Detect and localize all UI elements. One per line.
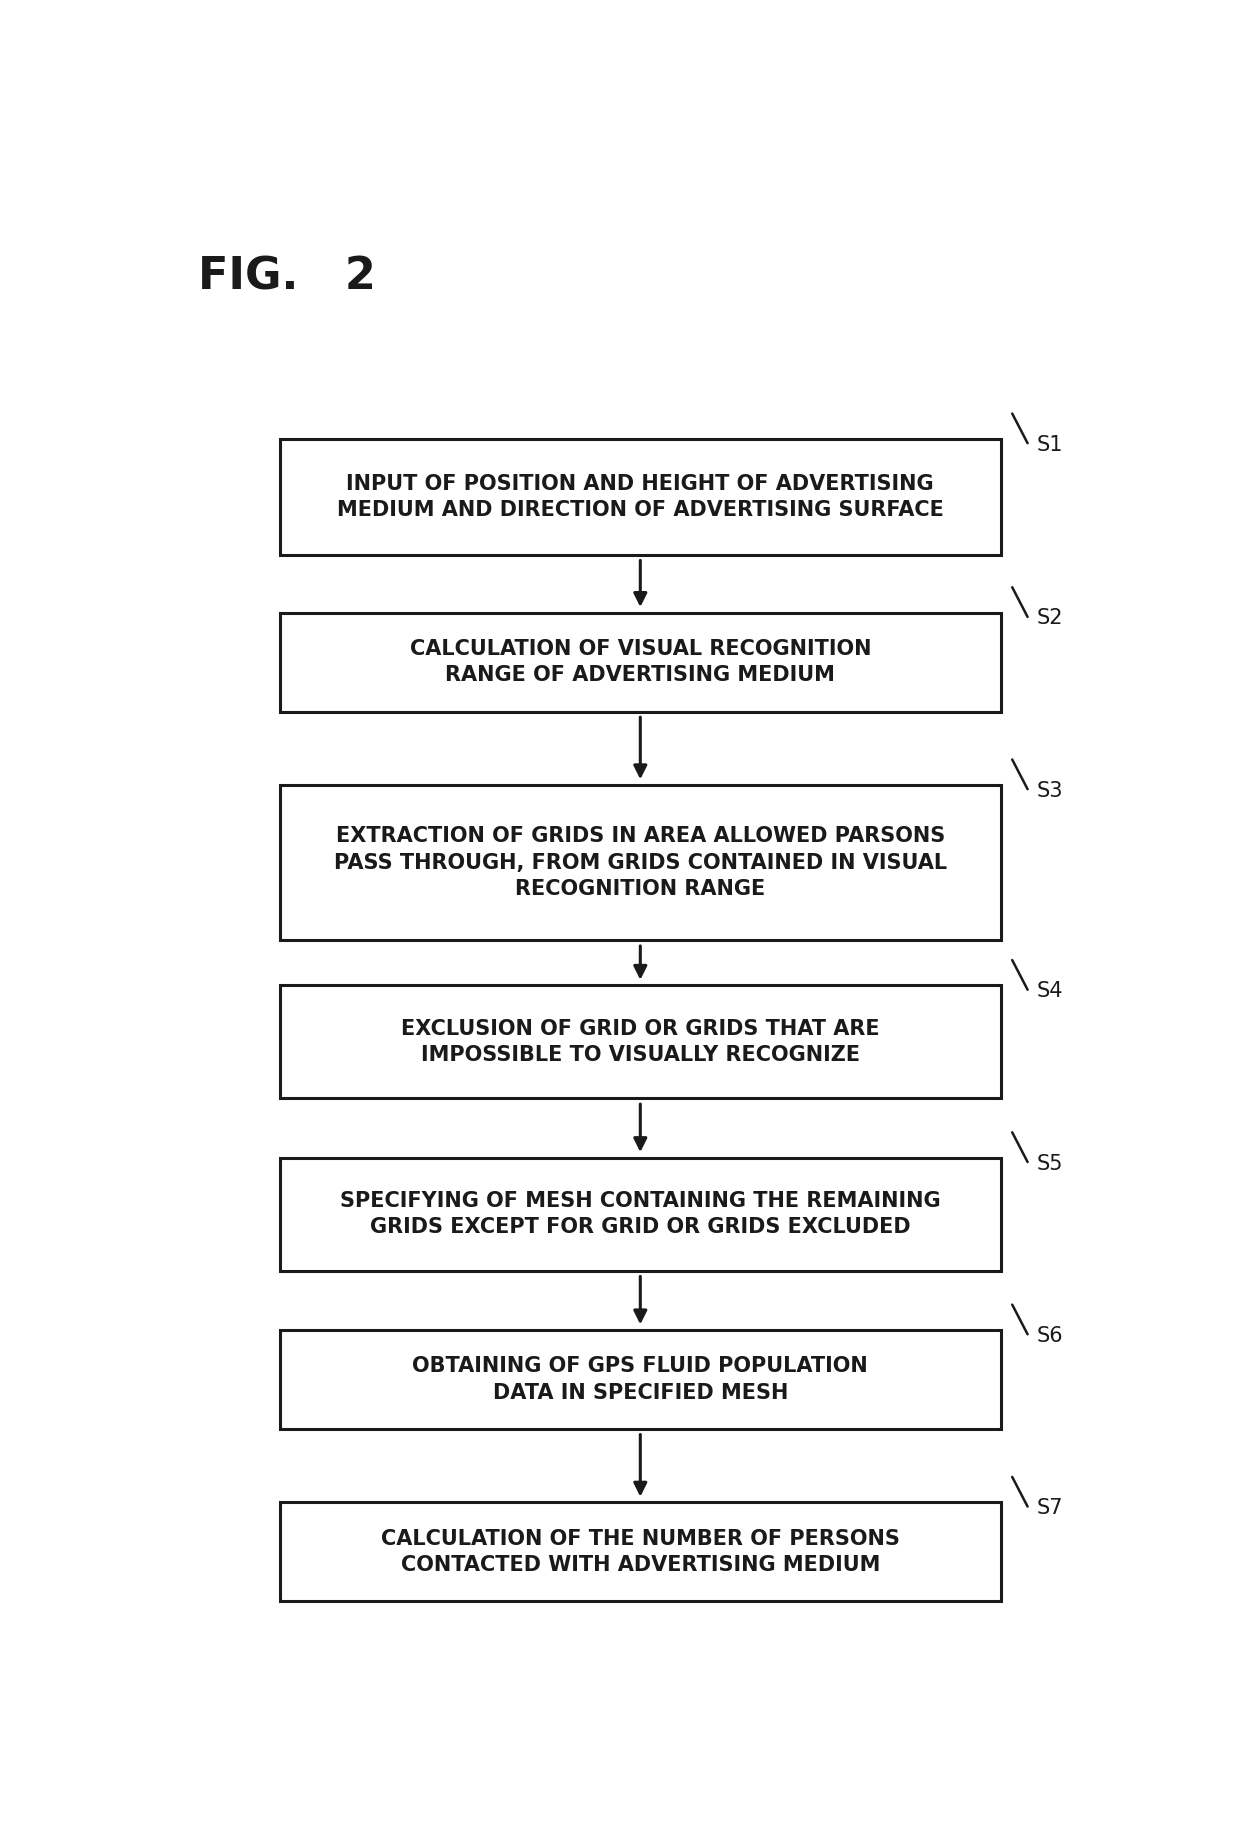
FancyBboxPatch shape (280, 785, 1001, 941)
FancyBboxPatch shape (280, 1330, 1001, 1429)
Text: FIG.   2: FIG. 2 (198, 255, 376, 299)
Text: S2: S2 (1037, 609, 1063, 629)
Text: S4: S4 (1037, 981, 1063, 1001)
Text: S6: S6 (1037, 1326, 1063, 1346)
Text: EXCLUSION OF GRID OR GRIDS THAT ARE
IMPOSSIBLE TO VISUALLY RECOGNIZE: EXCLUSION OF GRID OR GRIDS THAT ARE IMPO… (401, 1018, 879, 1066)
FancyBboxPatch shape (280, 985, 1001, 1099)
Text: CALCULATION OF THE NUMBER OF PERSONS
CONTACTED WITH ADVERTISING MEDIUM: CALCULATION OF THE NUMBER OF PERSONS CON… (381, 1528, 900, 1575)
Text: S5: S5 (1037, 1154, 1063, 1174)
Text: S3: S3 (1037, 781, 1063, 801)
FancyBboxPatch shape (280, 1502, 1001, 1601)
Text: OBTAINING OF GPS FLUID POPULATION
DATA IN SPECIFIED MESH: OBTAINING OF GPS FLUID POPULATION DATA I… (413, 1357, 868, 1403)
Text: S7: S7 (1037, 1498, 1063, 1519)
Text: EXTRACTION OF GRIDS IN AREA ALLOWED PARSONS
PASS THROUGH, FROM GRIDS CONTAINED I: EXTRACTION OF GRIDS IN AREA ALLOWED PARS… (334, 827, 947, 899)
FancyBboxPatch shape (280, 613, 1001, 712)
Text: INPUT OF POSITION AND HEIGHT OF ADVERTISING
MEDIUM AND DIRECTION OF ADVERTISING : INPUT OF POSITION AND HEIGHT OF ADVERTIS… (337, 473, 944, 521)
Text: SPECIFYING OF MESH CONTAINING THE REMAINING
GRIDS EXCEPT FOR GRID OR GRIDS EXCLU: SPECIFYING OF MESH CONTAINING THE REMAIN… (340, 1190, 941, 1238)
FancyBboxPatch shape (280, 1157, 1001, 1271)
FancyBboxPatch shape (280, 438, 1001, 554)
Text: S1: S1 (1037, 435, 1063, 455)
Text: CALCULATION OF VISUAL RECOGNITION
RANGE OF ADVERTISING MEDIUM: CALCULATION OF VISUAL RECOGNITION RANGE … (409, 638, 870, 686)
